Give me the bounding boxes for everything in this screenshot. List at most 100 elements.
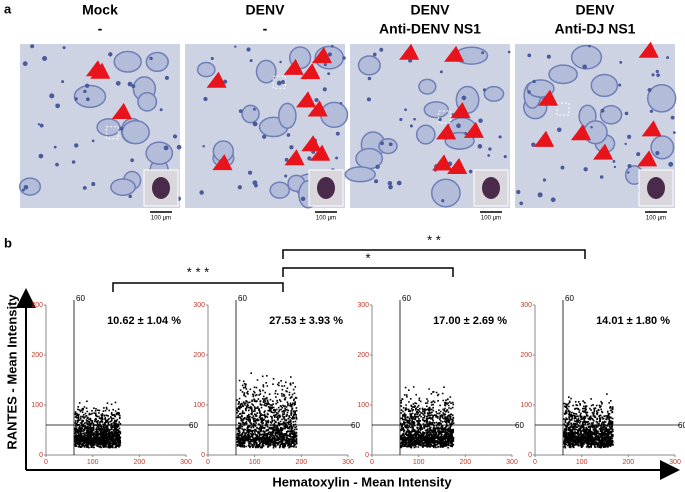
y-tick-label: 100 <box>357 402 369 409</box>
red-arrow <box>432 154 453 171</box>
nucleus <box>322 87 327 92</box>
gate-label: 60 <box>238 294 247 303</box>
tissue <box>196 61 216 78</box>
nucleus <box>342 56 346 60</box>
nucleus <box>627 163 632 169</box>
nucleus <box>314 97 319 103</box>
nucleus <box>202 145 205 148</box>
nucleus <box>556 127 562 133</box>
red-arrow <box>206 71 227 88</box>
nucleus <box>55 103 60 109</box>
nucleus <box>588 44 591 48</box>
nucleus <box>327 52 332 57</box>
red-arrow <box>310 144 331 161</box>
nucleus <box>246 47 251 52</box>
nucleus <box>624 142 627 146</box>
y-tick-label: 300 <box>31 302 43 309</box>
nucleus <box>408 58 413 63</box>
red-arrow <box>284 149 305 166</box>
tissue <box>646 84 677 113</box>
nucleus <box>461 95 467 101</box>
nucleus <box>379 47 384 52</box>
nucleus <box>583 167 588 172</box>
tissue <box>277 102 297 129</box>
nucleus <box>388 184 393 190</box>
significance-brackets <box>112 249 586 292</box>
nucleus <box>441 199 445 203</box>
gate-label: 60 <box>565 294 574 303</box>
nucleus <box>335 131 340 136</box>
tissue <box>650 135 675 160</box>
nucleus <box>203 96 208 102</box>
nucleus <box>478 118 483 123</box>
nucleus <box>613 165 617 169</box>
red-arrow <box>436 123 457 140</box>
y-tick-label: 100 <box>193 402 205 409</box>
cell-cloud <box>563 393 614 449</box>
nucleus <box>488 147 492 151</box>
y-tick-label: 0 <box>528 452 532 459</box>
red-arrow <box>307 100 328 117</box>
nucleus <box>223 79 228 84</box>
y-tick-label: 200 <box>193 352 205 359</box>
nucleus <box>519 201 524 206</box>
nucleus <box>375 164 380 170</box>
tissue <box>599 105 623 125</box>
nucleus <box>649 109 654 113</box>
nucleus <box>599 175 604 179</box>
nucleus <box>388 142 393 147</box>
nucleus <box>284 157 289 162</box>
nucleus <box>379 141 384 146</box>
nucleus <box>655 69 659 74</box>
tissue <box>570 44 603 70</box>
tissue <box>344 166 376 183</box>
nucleus <box>307 156 312 161</box>
red-arrow <box>638 41 659 58</box>
percentage: 27.53 ± 3.93 % <box>269 315 343 327</box>
nucleus <box>279 60 282 64</box>
y-tick-label: 0 <box>201 452 205 459</box>
x-tick-label: 100 <box>413 459 425 466</box>
nucleus <box>108 52 113 57</box>
nucleus <box>477 144 483 149</box>
nucleus <box>666 56 670 60</box>
x-tick-label: 200 <box>622 459 634 466</box>
nucleus <box>447 161 453 167</box>
x-tick-label: 300 <box>342 459 354 466</box>
nucleus <box>289 145 294 150</box>
nucleus <box>281 80 286 84</box>
red-arrow <box>463 121 484 138</box>
gate-label: 60 <box>515 421 524 430</box>
nucleus <box>115 80 121 86</box>
tissue <box>590 73 619 98</box>
tissue <box>241 104 260 124</box>
inset-cell <box>482 177 500 199</box>
nucleus <box>210 56 214 61</box>
x-tick-label: 300 <box>506 459 518 466</box>
tissue <box>454 46 489 65</box>
x-tick-label: 200 <box>459 459 471 466</box>
nucleus <box>487 154 491 157</box>
x-tick-label: 0 <box>44 459 48 466</box>
nucleus <box>312 138 318 143</box>
nucleus <box>560 165 565 170</box>
nucleus <box>464 131 468 135</box>
nucleus <box>550 197 556 203</box>
red-arrow <box>85 60 107 77</box>
nucleus <box>627 171 630 174</box>
column-subtitle: - <box>263 21 268 37</box>
tissue <box>269 181 290 199</box>
nucleus <box>91 182 96 187</box>
nucleus <box>74 97 78 101</box>
percentage: 14.01 ± 1.80 % <box>596 315 670 327</box>
x-tick-label: 200 <box>133 459 145 466</box>
gate-label: 60 <box>351 421 360 430</box>
nucleus <box>590 126 593 129</box>
cell-cloud <box>236 372 298 449</box>
nucleus <box>49 93 55 99</box>
tissue <box>415 124 436 145</box>
nucleus <box>636 152 641 157</box>
x-tick-label: 100 <box>249 459 261 466</box>
nucleus <box>503 155 507 159</box>
y-tick-label: 200 <box>31 352 43 359</box>
